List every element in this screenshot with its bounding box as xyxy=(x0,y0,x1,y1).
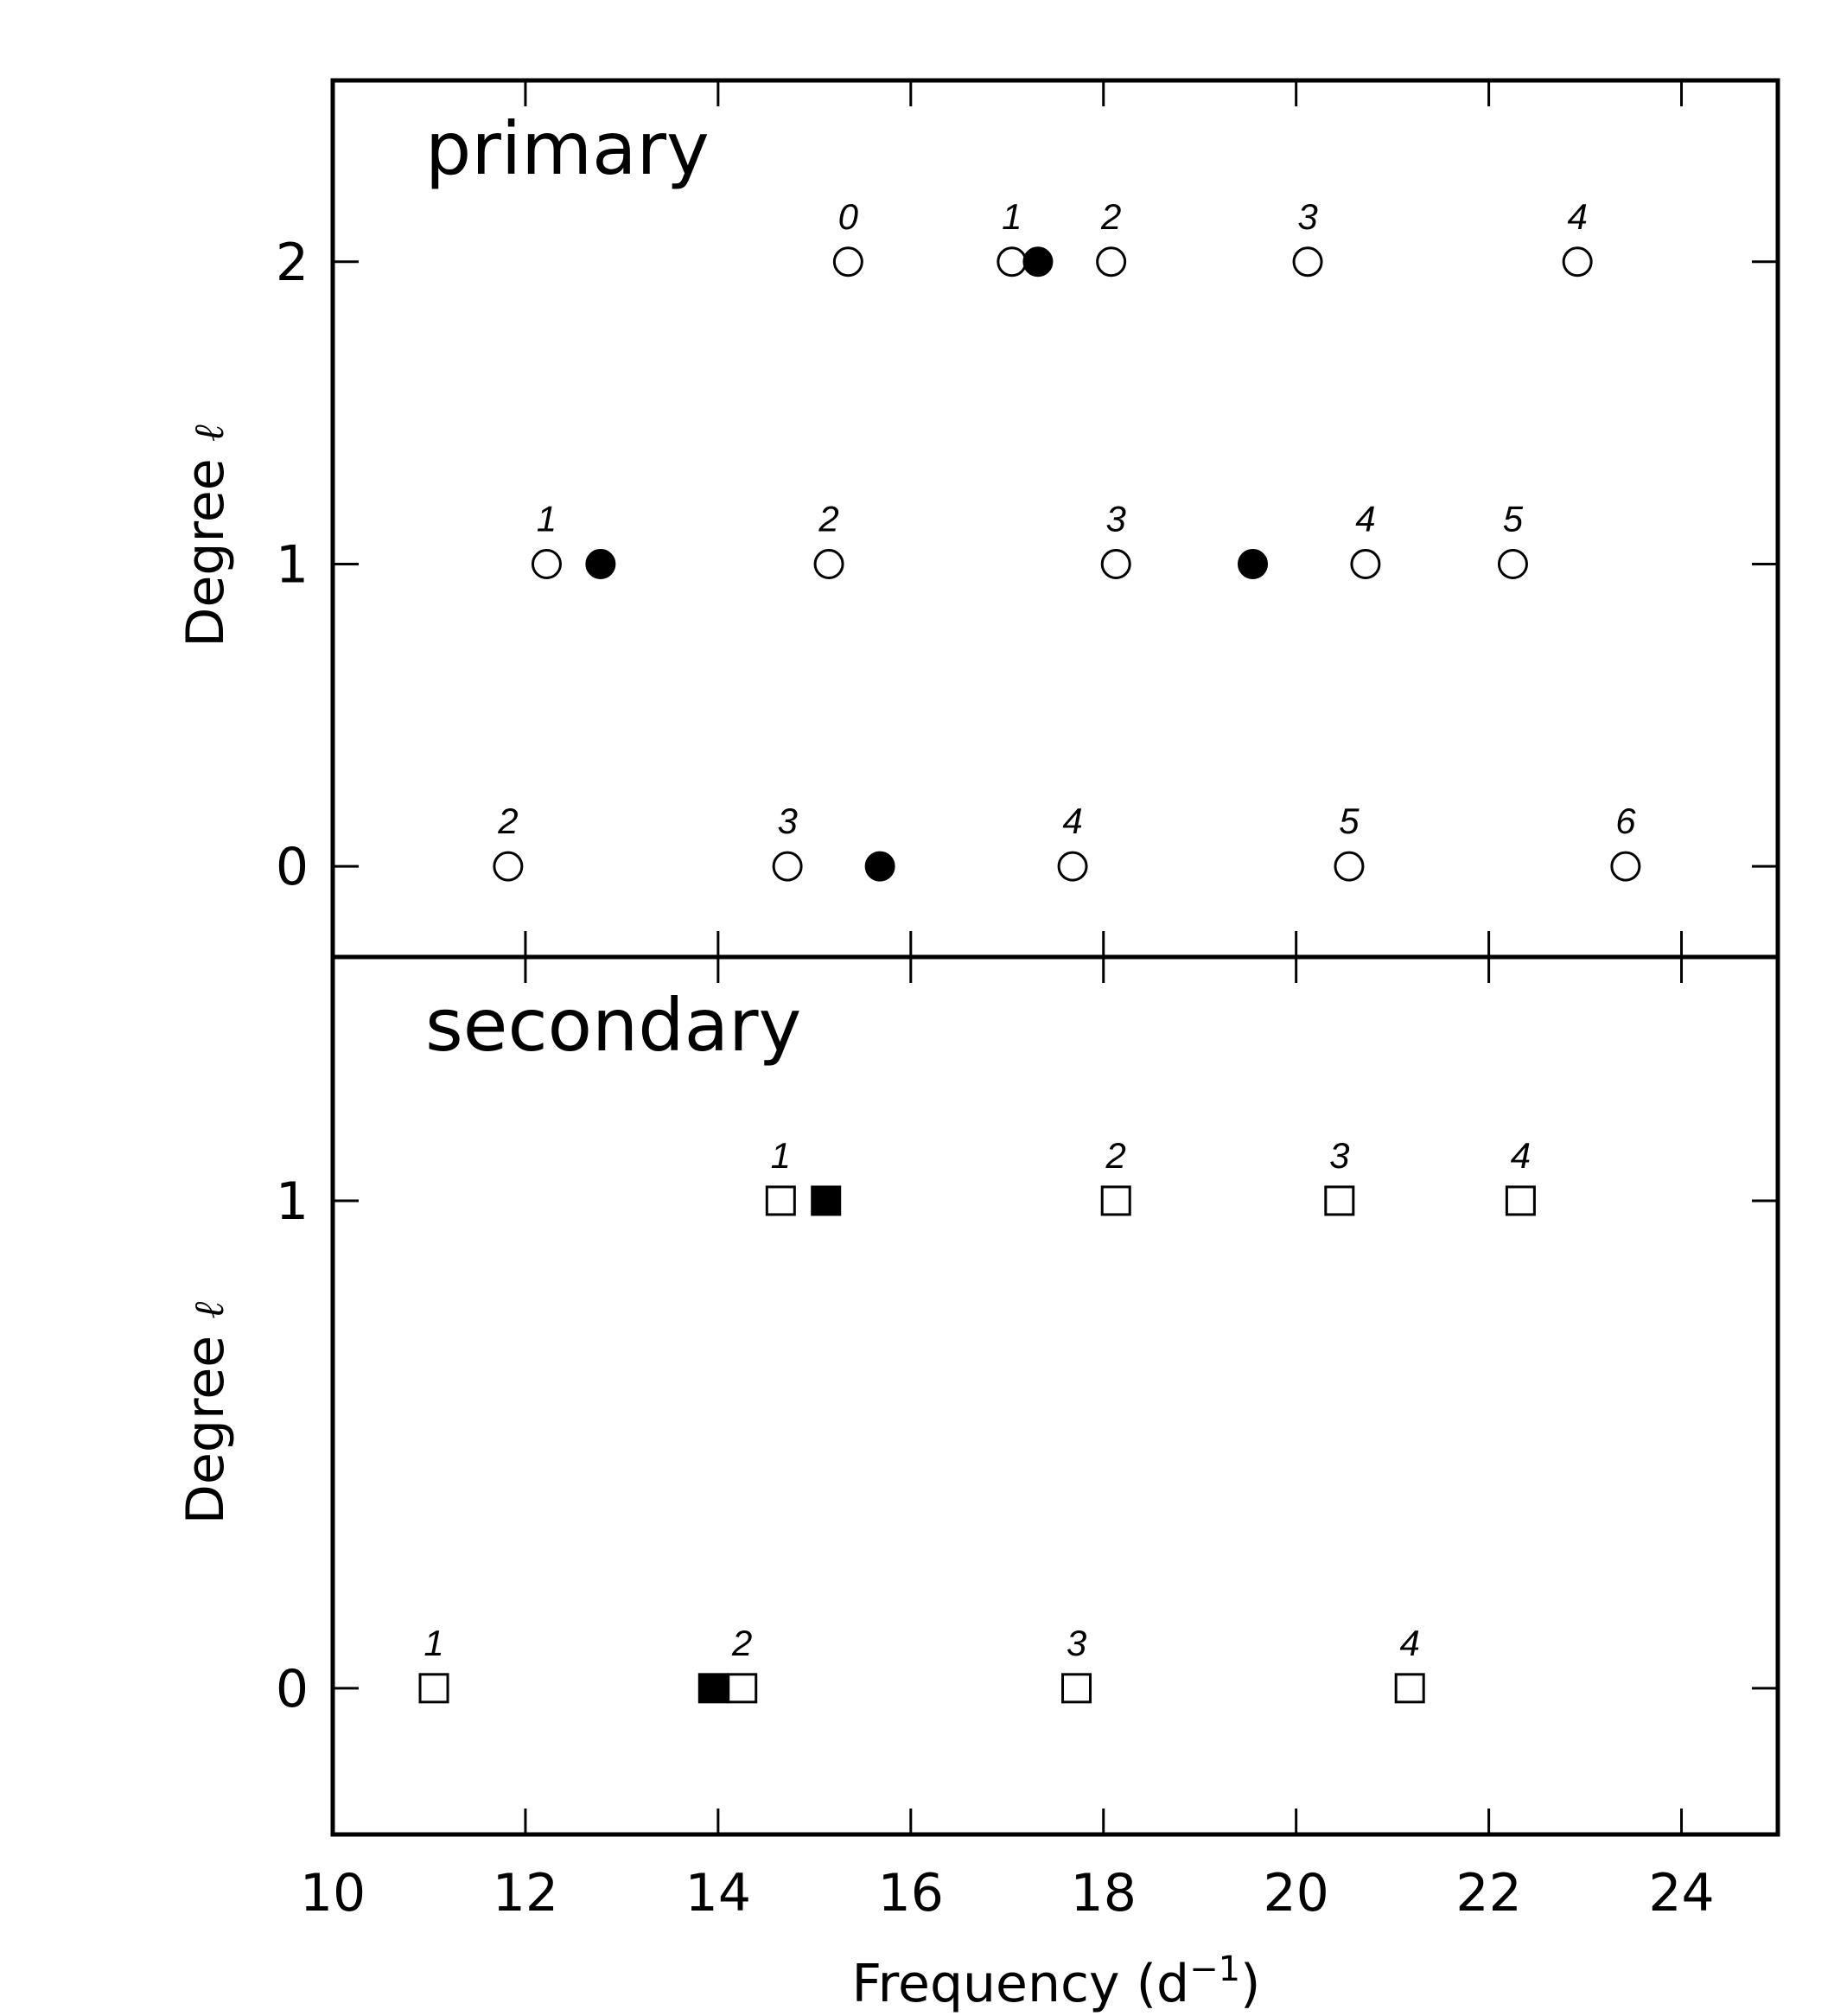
open-square-point xyxy=(1061,1673,1092,1704)
point-label: 2 xyxy=(1105,1135,1126,1176)
x-tick-label: 10 xyxy=(300,1863,366,1923)
point-label: 5 xyxy=(1339,801,1360,841)
open-circle-point xyxy=(1096,246,1127,278)
point-label: 2 xyxy=(731,1623,752,1663)
open-circle-point xyxy=(1350,548,1381,579)
point-label: 1 xyxy=(423,1623,443,1663)
point-label: 5 xyxy=(1503,498,1524,539)
point-label: 3 xyxy=(1329,1135,1349,1176)
point-label: 4 xyxy=(1511,1135,1531,1176)
open-circle-point xyxy=(813,548,844,579)
point-label: 4 xyxy=(1062,801,1082,841)
point-label: 3 xyxy=(1067,1623,1086,1663)
point-label: 2 xyxy=(497,801,518,841)
y-tick-label: 1 xyxy=(276,534,309,595)
point-label: 1 xyxy=(537,498,557,539)
x-tick-label: 20 xyxy=(1263,1863,1328,1923)
open-circle-point xyxy=(997,246,1028,278)
open-circle-point xyxy=(1100,548,1131,579)
open-circle-point xyxy=(1562,246,1593,278)
point-label: 6 xyxy=(1615,801,1636,841)
open-circle-point xyxy=(493,851,524,882)
x-tick-label: 14 xyxy=(685,1863,751,1923)
open-circle-point xyxy=(1334,851,1365,882)
open-circle-point xyxy=(1292,246,1323,278)
point-label: 3 xyxy=(1297,196,1317,237)
y-axis-label: Degree ℓ xyxy=(175,424,236,647)
open-square-point xyxy=(727,1673,758,1704)
point-label: 3 xyxy=(777,801,797,841)
primary-panel: 0 1 2 Degree ℓ primary 0 1 2 3 4 1 2 3 4 5 2 3 4 5 6 xyxy=(175,78,1780,960)
y-tick-label: 2 xyxy=(276,233,309,293)
y-axis-label: Degree ℓ xyxy=(175,1302,236,1524)
x-tick-label: 18 xyxy=(1071,1863,1137,1923)
point-label: 1 xyxy=(1002,196,1022,237)
open-circle-point xyxy=(832,246,863,278)
x-axis-label: Frequency (d−1) xyxy=(852,1949,1261,2014)
point-label: 4 xyxy=(1400,1623,1420,1663)
open-circle-point xyxy=(1497,548,1528,579)
filled-square-point xyxy=(811,1185,842,1216)
y-tick-label: 0 xyxy=(276,837,309,897)
open-square-point xyxy=(1100,1185,1131,1216)
plot-frame xyxy=(330,954,1780,1837)
point-label: 2 xyxy=(1100,196,1121,237)
point-label: 3 xyxy=(1106,498,1126,539)
filled-circle-point xyxy=(1238,548,1269,579)
point-label: 0 xyxy=(838,196,859,237)
x-tick-label: 22 xyxy=(1455,1863,1521,1923)
open-circle-point xyxy=(1057,851,1088,882)
filled-circle-point xyxy=(585,548,616,579)
open-square-point xyxy=(1505,1185,1536,1216)
point-label: 4 xyxy=(1567,196,1587,237)
filled-square-point xyxy=(697,1673,729,1704)
open-square-point xyxy=(765,1185,796,1216)
point-label: 1 xyxy=(771,1135,791,1176)
y-tick-label: 1 xyxy=(276,1171,309,1232)
open-square-point xyxy=(1324,1185,1355,1216)
panel-title: primary xyxy=(425,106,710,191)
filled-circle-point xyxy=(1022,246,1054,278)
open-circle-point xyxy=(1610,851,1641,882)
x-tick-label: 24 xyxy=(1648,1863,1714,1923)
y-tick-label: 0 xyxy=(276,1659,309,1719)
filled-circle-point xyxy=(864,851,895,882)
x-tick-label: 12 xyxy=(493,1863,558,1923)
open-circle-point xyxy=(531,548,562,579)
panel-title: secondary xyxy=(425,983,801,1068)
open-circle-point xyxy=(772,851,803,882)
open-square-point xyxy=(418,1673,449,1704)
open-square-point xyxy=(1394,1673,1425,1704)
point-label: 4 xyxy=(1355,498,1375,539)
point-label: 2 xyxy=(818,498,838,539)
x-tick-label: 16 xyxy=(878,1863,944,1923)
